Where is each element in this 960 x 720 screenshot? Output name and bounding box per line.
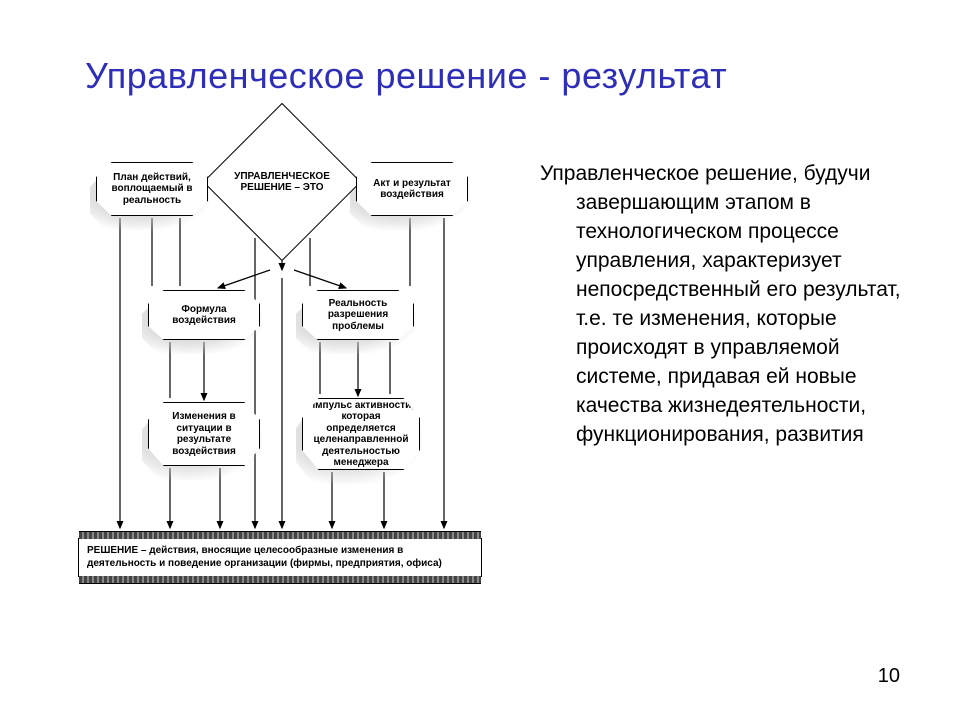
body-paragraph-text: Управленческое решение, будучи завершающ…: [540, 160, 930, 450]
octagon-node-imp: Импульс активности, которая определяется…: [302, 398, 420, 470]
page-number: 10: [878, 665, 900, 688]
flow-arrow: [218, 270, 270, 288]
diamond-label: УПРАВЛЕНЧЕСКОЕ РЕШЕНИЕ – ЭТО: [226, 126, 338, 238]
flowchart-diagram: УПРАВЛЕНЧЕСКОЕ РЕШЕНИЕ – ЭТО План действи…: [50, 120, 510, 620]
result-bar: РЕШЕНИЕ – действия, вносящие целесообраз…: [78, 538, 482, 577]
body-paragraph: Управленческое решение, будучи завершающ…: [540, 160, 930, 450]
flow-arrow: [294, 270, 346, 288]
octagon-node-formula: Формула воздействия: [148, 290, 260, 340]
octagon-node-real: Реальность разрешения проблемы: [302, 290, 414, 340]
octagon-node-plan: План действий, воплощаемый в реальность: [96, 162, 208, 216]
octagon-node-chg: Изменения в ситуации в результате воздей…: [148, 402, 260, 466]
octagon-node-act: Акт и результат воздействия: [356, 162, 468, 216]
slide-title: Управленческое решение - результат: [85, 55, 727, 97]
diamond-node-center: УПРАВЛЕНЧЕСКОЕ РЕШЕНИЕ – ЭТО: [226, 126, 338, 238]
